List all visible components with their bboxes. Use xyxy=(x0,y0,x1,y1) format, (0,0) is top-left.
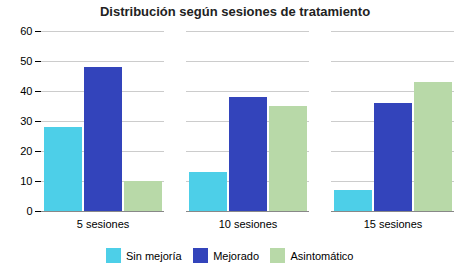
svg-text:50: 50 xyxy=(20,55,32,67)
svg-text:5 sesiones: 5 sesiones xyxy=(77,218,130,230)
svg-text:15 sesiones: 15 sesiones xyxy=(364,218,423,230)
html-text:Distribución según sesiones de: Distribución según sesiones de tratamien… xyxy=(99,4,371,19)
svg-text:30: 30 xyxy=(20,115,32,127)
svg-text:0: 0 xyxy=(26,205,32,217)
svg-text:60: 60 xyxy=(20,25,32,37)
html-text:Sin mejoría: Sin mejoría xyxy=(126,249,182,262)
svg-text:10 sesiones: 10 sesiones xyxy=(219,218,278,230)
svg-text:10: 10 xyxy=(20,175,32,187)
svg-text:40: 40 xyxy=(20,85,32,97)
svg-text:20: 20 xyxy=(20,145,32,157)
html-text:Asintomático: Asintomático xyxy=(290,249,354,262)
html-text:Mejorado: Mejorado xyxy=(213,249,259,262)
